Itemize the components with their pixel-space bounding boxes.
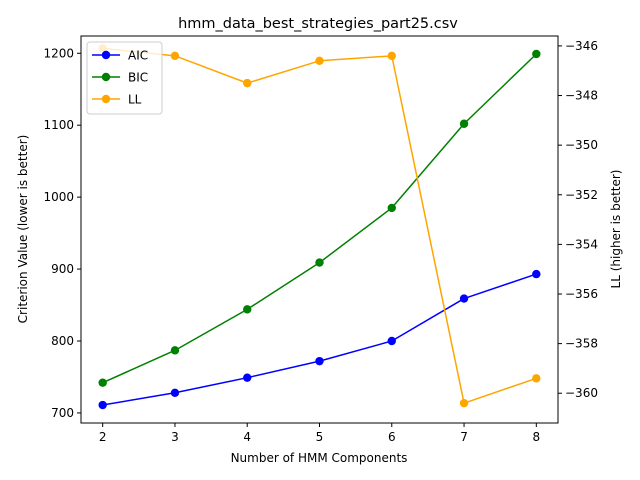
- right-tick-label: −352: [565, 188, 598, 202]
- axes-layer: 2 3 4 5 6 7 8 700 800 900 1000 1100 1200 −346 −348 −350…: [43, 39, 598, 444]
- left-tick-label: 900: [51, 262, 74, 276]
- right-tick-label: −346: [565, 39, 598, 53]
- bic-point: [315, 258, 324, 267]
- left-tick-label: 1200: [43, 46, 74, 60]
- plot-series: [98, 44, 541, 410]
- aic-point: [532, 269, 541, 279]
- aic-point: [170, 388, 180, 397]
- ll-point: [315, 56, 324, 66]
- right-axis-label: LL (higher is better): [609, 170, 623, 289]
- x-tick-label: 5: [316, 430, 324, 444]
- right-tick-label: −354: [565, 237, 598, 251]
- ll-point: [387, 51, 396, 61]
- right-tick-label: −350: [565, 138, 598, 152]
- left-tick-label: 700: [51, 406, 74, 420]
- x-tick-label: 4: [243, 430, 251, 444]
- legend-ll-marker: [101, 94, 111, 104]
- bic-point: [170, 346, 180, 355]
- left-tick-label: 800: [51, 334, 74, 348]
- aic-point: [243, 373, 252, 382]
- legend-aic-marker: [101, 50, 111, 60]
- left-tick-label: 1000: [43, 190, 74, 204]
- legend-ll-label: LL: [128, 93, 142, 107]
- aic-point: [98, 400, 107, 410]
- ll-point: [170, 51, 180, 61]
- right-tick-label: −356: [565, 287, 598, 301]
- bic-point: [459, 119, 469, 128]
- legend-box: [86, 41, 163, 115]
- x-tick-label: 7: [460, 430, 468, 444]
- bic-point: [243, 305, 252, 314]
- plot-frame: [80, 35, 559, 424]
- right-tick-label: −360: [565, 386, 598, 400]
- x-tick-label: 6: [388, 430, 396, 444]
- x-tick-label: 2: [99, 430, 107, 444]
- bic-point: [387, 203, 396, 213]
- right-tick-label: −358: [565, 337, 598, 351]
- chart-title: hmm_data_best_strategies_part25.csv: [178, 16, 458, 32]
- legend: AIC BIC LL: [86, 41, 163, 115]
- legend-bic-marker: [101, 72, 111, 82]
- left-tick-label: 1100: [43, 118, 74, 132]
- x-tick-label: 8: [532, 430, 540, 444]
- bic-point: [532, 49, 541, 59]
- aic-point: [387, 336, 396, 346]
- aic-point: [315, 356, 324, 366]
- aic-point: [459, 294, 469, 303]
- right-tick-label: −348: [565, 89, 598, 103]
- x-tick-label: 3: [171, 430, 179, 444]
- legend-aic-label: AIC: [128, 49, 148, 63]
- ll-point: [459, 398, 469, 408]
- ll-point: [532, 374, 541, 383]
- left-axis-label: Criterion Value (lower is better): [16, 135, 30, 324]
- ll-point: [243, 78, 252, 88]
- legend-bic-label: BIC: [128, 71, 148, 85]
- bic-point: [98, 378, 107, 387]
- x-axis-label: Number of HMM Components: [231, 451, 408, 465]
